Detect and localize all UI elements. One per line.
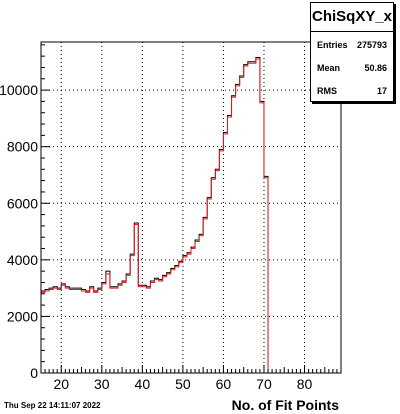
stats-value: 17: [376, 86, 387, 96]
stats-key: RMS: [317, 86, 337, 96]
histogram-series: [41, 57, 341, 374]
x-tick-label: 50: [175, 376, 191, 392]
y-tick-label: 8000: [7, 139, 38, 155]
y-tick-label: 6000: [7, 195, 38, 211]
stats-row-mean: Mean 50.86: [311, 55, 393, 78]
y-tick-label: 10000: [0, 82, 38, 98]
timestamp: Thu Sep 22 14:11:07 2022: [4, 401, 101, 410]
x-tick-label: 70: [256, 376, 272, 392]
stats-title: ChiSqXY_x: [311, 3, 393, 32]
y-tick-label: 2000: [7, 308, 38, 324]
grid: [41, 42, 341, 373]
y-tick-label: 4000: [7, 252, 38, 268]
axes: 20 30 40 50 60 70 80 0 2000 4000 6000 8000 10000: [0, 44, 342, 392]
x-tick-label: 40: [135, 376, 151, 392]
stats-box: ChiSqXY_x Entries 275793 Mean 50.86 RMS …: [310, 2, 394, 102]
x-tick-label: 30: [94, 376, 110, 392]
stats-row-rms: RMS 17: [311, 78, 393, 101]
x-axis-title: No. of Fit Points: [231, 397, 339, 413]
stats-key: Mean: [317, 63, 341, 73]
plot-frame: [40, 41, 342, 374]
histogram-step-line: [41, 57, 341, 374]
stats-key: Entries: [317, 40, 348, 50]
stats-row-entries: Entries 275793: [311, 32, 393, 55]
stats-value: 50.86: [364, 63, 387, 73]
histogram-step-line: [41, 58, 341, 374]
x-tick-label: 20: [53, 376, 69, 392]
x-tick-label: 80: [297, 376, 313, 392]
stats-value: 275793: [356, 40, 387, 50]
y-tick-label: 0: [30, 365, 38, 381]
x-tick-label: 60: [216, 376, 232, 392]
